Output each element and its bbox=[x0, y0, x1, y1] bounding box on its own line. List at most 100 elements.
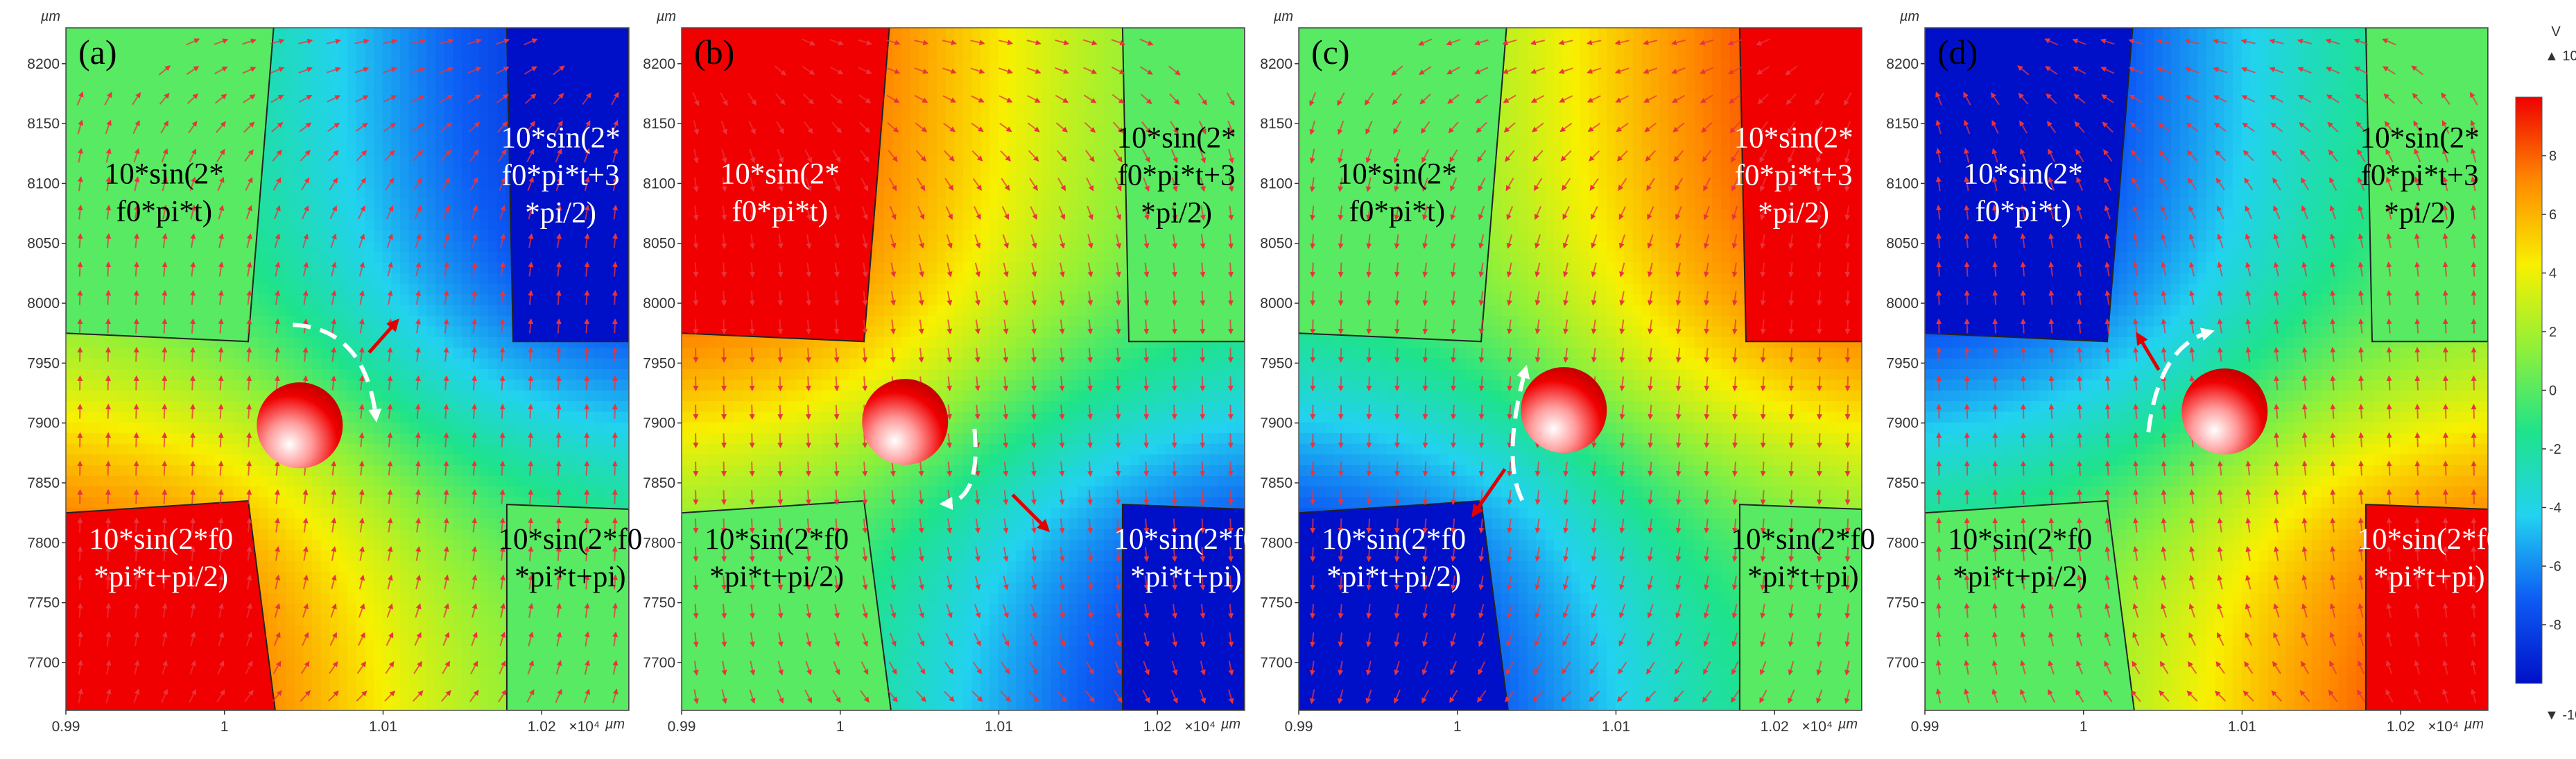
heatmap-cell bbox=[400, 550, 409, 561]
heatmap-cell bbox=[435, 28, 444, 39]
heatmap-cell bbox=[304, 220, 313, 231]
heatmap-cell bbox=[550, 348, 559, 359]
heatmap-cell bbox=[418, 135, 427, 146]
heatmap-cell bbox=[216, 423, 225, 434]
heatmap-cell bbox=[312, 252, 321, 263]
x-unit-label: µm bbox=[605, 717, 625, 732]
heatmap-cell bbox=[198, 465, 207, 476]
heatmap-cell bbox=[603, 476, 612, 487]
heatmap-cell bbox=[418, 583, 427, 594]
heatmap-cell bbox=[321, 465, 330, 476]
heatmap-cell bbox=[400, 209, 409, 220]
heatmap-cell bbox=[426, 305, 435, 316]
heatmap-cell bbox=[171, 348, 180, 359]
heatmap-cell bbox=[453, 316, 462, 327]
heatmap-cell bbox=[471, 337, 480, 348]
heatmap-cell bbox=[374, 700, 383, 711]
heatmap-cell bbox=[462, 647, 471, 658]
heatmap-cell bbox=[409, 486, 418, 497]
heatmap-cell bbox=[418, 465, 427, 476]
heatmap-cell bbox=[259, 380, 268, 391]
heatmap-cell bbox=[180, 444, 189, 455]
heatmap-cell bbox=[418, 241, 427, 253]
heatmap-cell bbox=[321, 369, 330, 380]
heatmap-cell bbox=[374, 668, 383, 679]
heatmap-cell bbox=[145, 433, 154, 444]
heatmap-cell bbox=[365, 327, 374, 338]
heatmap-cell bbox=[462, 135, 471, 146]
heatmap-cell bbox=[444, 113, 453, 124]
heatmap-cell bbox=[277, 156, 286, 167]
heatmap-cell bbox=[603, 444, 612, 455]
heatmap-cell bbox=[277, 294, 286, 305]
heatmap-cell bbox=[391, 294, 400, 305]
heatmap-cell bbox=[330, 625, 339, 636]
heatmap-cell bbox=[488, 188, 497, 199]
heatmap-cell bbox=[462, 668, 471, 679]
heatmap-cell bbox=[338, 359, 347, 370]
heatmap-cell bbox=[304, 679, 313, 690]
heatmap-cell bbox=[612, 348, 621, 359]
field-arrow bbox=[108, 405, 109, 419]
heatmap-cell bbox=[435, 423, 444, 434]
heatmap-cell bbox=[75, 391, 84, 402]
heatmap-cell bbox=[321, 625, 330, 636]
heatmap-cell bbox=[391, 156, 400, 167]
heatmap-cell bbox=[365, 615, 374, 626]
heatmap-cell bbox=[110, 423, 119, 434]
heatmap-cell bbox=[295, 177, 304, 188]
heatmap-cell bbox=[224, 380, 233, 391]
heatmap-cell bbox=[347, 700, 356, 711]
heatmap-cell bbox=[435, 252, 444, 263]
heatmap-cell bbox=[180, 380, 189, 391]
heatmap-cell bbox=[488, 241, 497, 253]
heatmap-cell bbox=[435, 529, 444, 540]
heatmap-cell bbox=[383, 28, 392, 39]
heatmap-cell bbox=[268, 230, 277, 241]
heatmap-cell bbox=[435, 81, 444, 92]
heatmap-cell bbox=[312, 486, 321, 497]
heatmap-cell bbox=[295, 369, 304, 380]
heatmap-cell bbox=[479, 359, 488, 370]
heatmap-cell bbox=[426, 572, 435, 583]
heatmap-cell bbox=[479, 615, 488, 626]
heatmap-cell bbox=[462, 529, 471, 540]
heatmap-cell bbox=[312, 262, 321, 273]
heatmap-cell bbox=[119, 465, 128, 476]
heatmap-cell bbox=[453, 71, 462, 82]
heatmap-cell bbox=[409, 561, 418, 572]
heatmap-cell bbox=[400, 38, 409, 49]
heatmap-cell bbox=[479, 28, 488, 39]
heatmap-cell bbox=[268, 220, 277, 231]
heatmap-cell bbox=[250, 380, 259, 391]
heatmap-cell bbox=[312, 156, 321, 167]
heatmap-cell bbox=[462, 273, 471, 284]
heatmap-cell bbox=[400, 454, 409, 466]
heatmap-cell bbox=[110, 433, 119, 444]
heatmap-cell bbox=[312, 572, 321, 583]
heatmap-cell bbox=[435, 241, 444, 253]
heatmap-cell bbox=[312, 647, 321, 658]
heatmap-cell bbox=[374, 145, 383, 156]
heatmap-cell bbox=[550, 359, 559, 370]
heatmap-cell bbox=[268, 113, 277, 124]
heatmap-cell bbox=[110, 486, 119, 497]
heatmap-cell bbox=[497, 647, 506, 658]
heatmap-cell bbox=[488, 359, 497, 370]
heatmap-cell bbox=[479, 700, 488, 711]
heatmap-cell bbox=[919, 28, 928, 39]
heatmap-cell bbox=[295, 657, 304, 668]
heatmap-cell bbox=[312, 508, 321, 519]
heatmap-cell bbox=[479, 230, 488, 241]
heatmap-cell bbox=[347, 198, 356, 210]
heatmap-cell bbox=[224, 348, 233, 359]
heatmap-cell bbox=[444, 369, 453, 380]
heatmap-cell bbox=[462, 465, 471, 476]
field-arrow bbox=[614, 320, 615, 334]
heatmap-cell bbox=[347, 252, 356, 263]
heatmap-cell bbox=[901, 28, 910, 39]
heatmap-cell bbox=[426, 679, 435, 690]
heatmap-cell bbox=[101, 359, 110, 370]
heatmap-cell bbox=[391, 305, 400, 316]
heatmap-cell bbox=[286, 668, 295, 679]
